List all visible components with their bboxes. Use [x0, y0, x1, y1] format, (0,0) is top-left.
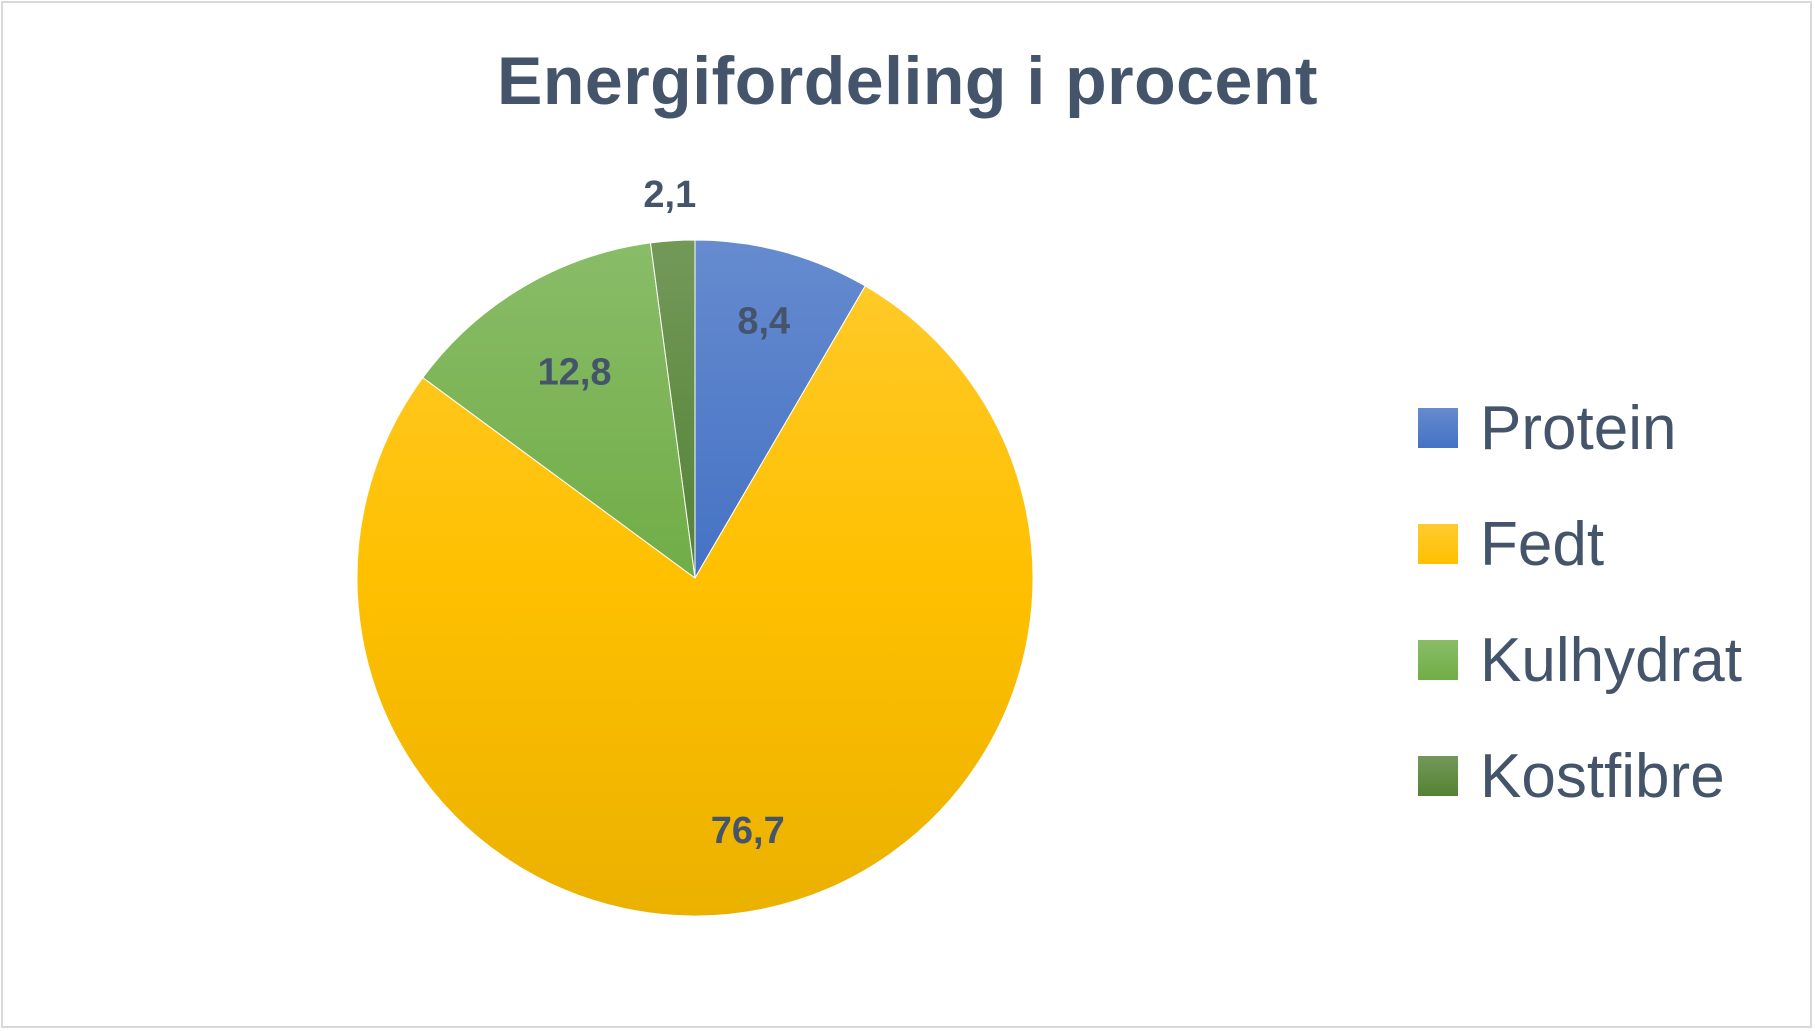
chart-legend: Protein Fedt Kulhydrat Kostfibre: [1418, 370, 1742, 834]
data-label-kulhydrat: 12,8: [538, 351, 612, 393]
data-label-protein: 8,4: [737, 301, 790, 343]
legend-swatch: [1418, 756, 1458, 796]
legend-swatch: [1418, 640, 1458, 680]
legend-item-kostfibre: Kostfibre: [1418, 718, 1742, 834]
data-label-kostfibre: 2,1: [643, 174, 696, 216]
legend-label: Kostfibre: [1480, 741, 1725, 811]
legend-label: Kulhydrat: [1480, 625, 1742, 695]
pie-slice-kostfibre: [649, 239, 696, 579]
pie-slice-kulhydrat: [422, 242, 696, 580]
chart-title: Energifordeling i procent: [497, 43, 1318, 119]
data-label-fedt: 76,7: [711, 810, 785, 852]
legend-swatch: [1418, 524, 1458, 564]
legend-label: Fedt: [1480, 509, 1605, 579]
legend-swatch: [1418, 408, 1458, 448]
legend-label: Protein: [1480, 393, 1677, 463]
legend-item-kulhydrat: Kulhydrat: [1418, 602, 1742, 718]
pie-slice-fedt: [356, 285, 1034, 917]
legend-item-protein: Protein: [1418, 370, 1742, 486]
legend-item-fedt: Fedt: [1418, 486, 1742, 602]
pie-slice-protein: [694, 239, 866, 580]
